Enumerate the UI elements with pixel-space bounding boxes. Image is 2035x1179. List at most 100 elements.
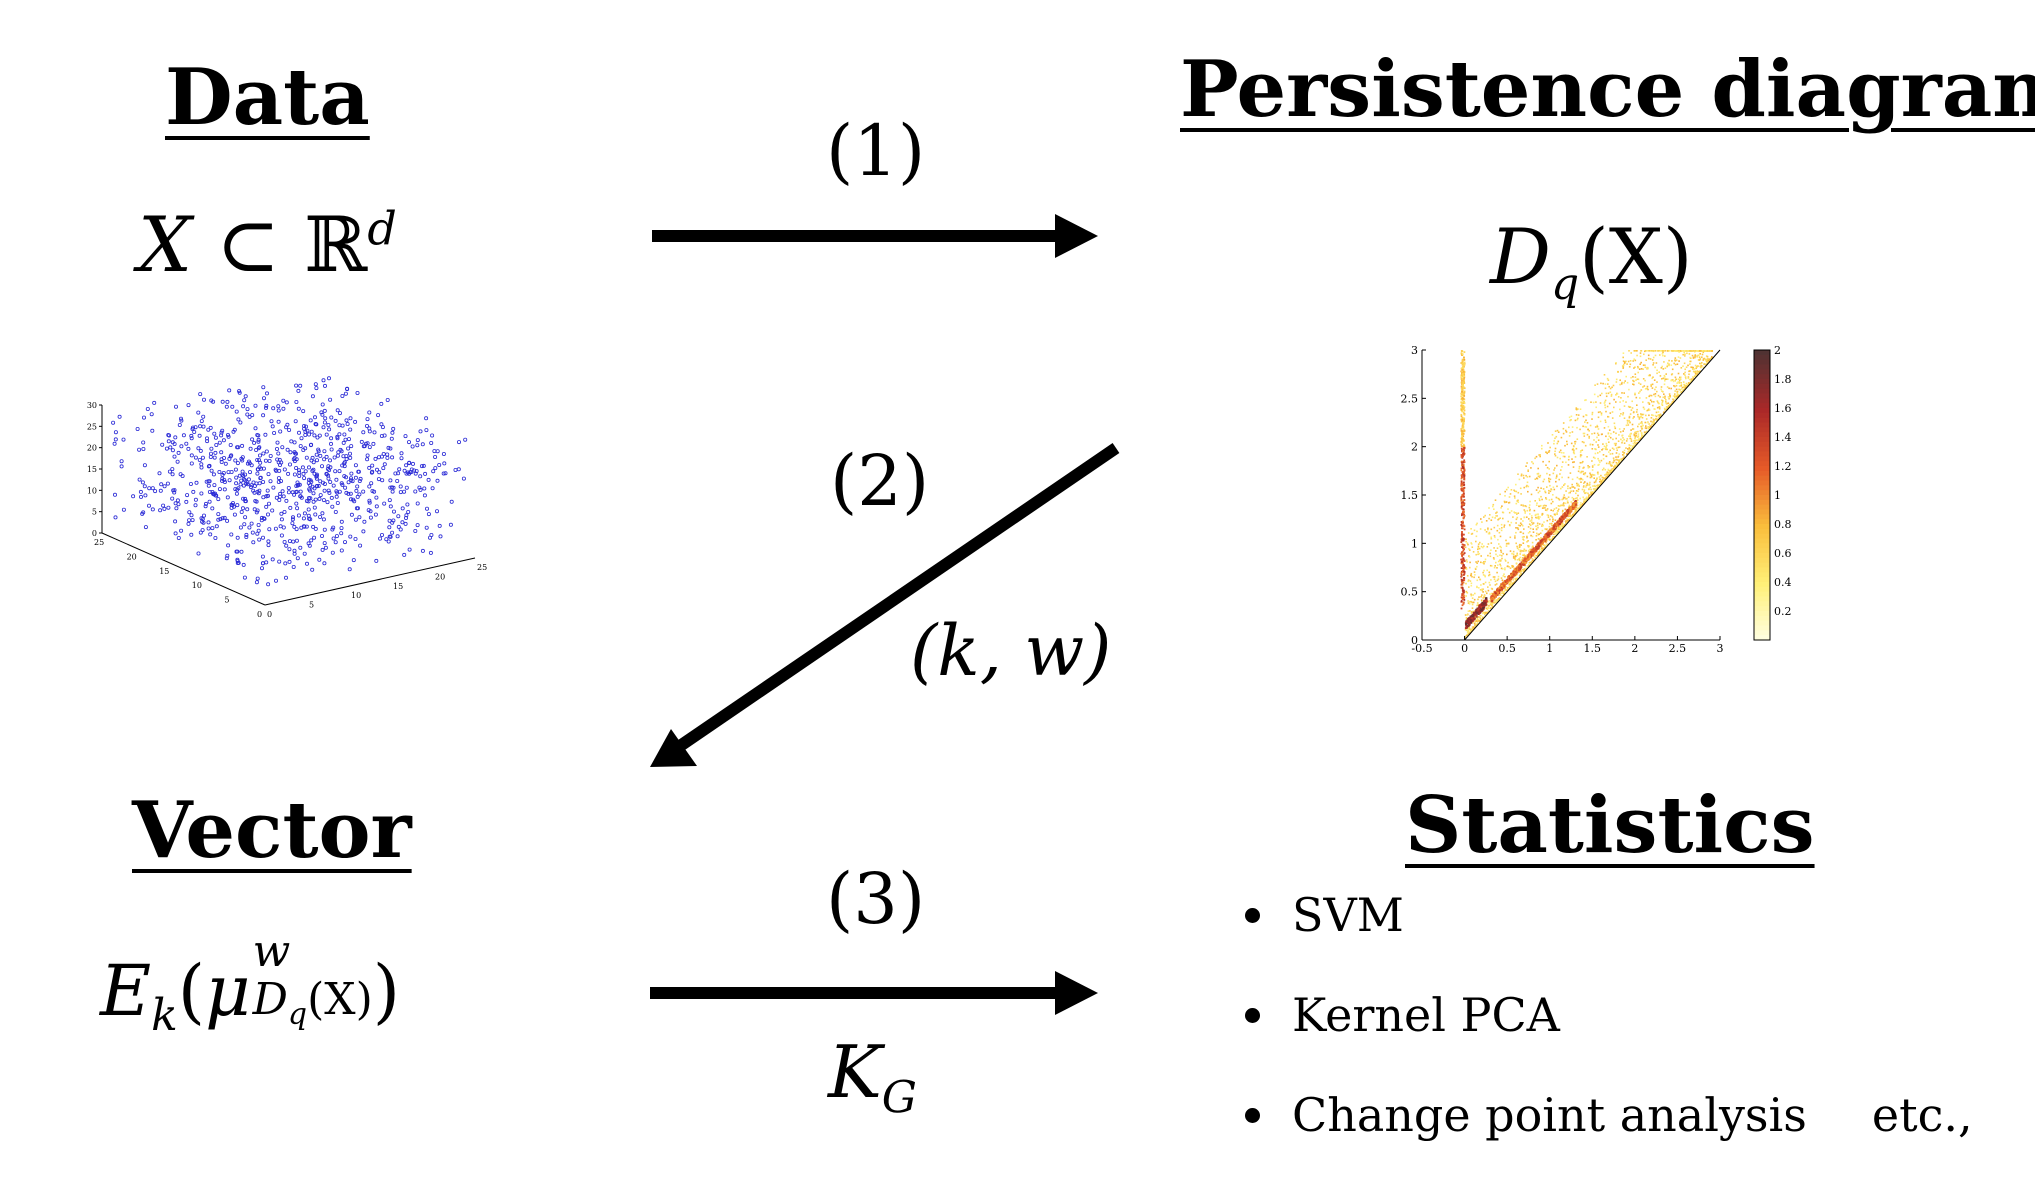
pd-point — [1637, 378, 1640, 381]
pd-point — [1528, 554, 1531, 557]
pd-point — [1600, 479, 1602, 482]
scatter-point — [231, 504, 236, 509]
pd-point — [1607, 416, 1610, 418]
scatter-point — [405, 502, 410, 507]
scatter-point — [323, 545, 328, 550]
scatter-point — [369, 470, 374, 475]
pd-point — [1650, 394, 1653, 397]
scatter-point — [258, 475, 263, 480]
scatter-point — [176, 535, 181, 540]
scatter-point — [137, 477, 142, 482]
pd-point — [1509, 536, 1512, 539]
pd-point — [1526, 557, 1529, 560]
pd-point — [1463, 428, 1465, 431]
pd-x-tick-label: 0.5 — [1498, 642, 1516, 655]
pd-point — [1680, 367, 1683, 369]
pd-point — [1555, 477, 1557, 479]
pd-point — [1606, 444, 1608, 447]
pd-point — [1460, 447, 1463, 450]
pd-point — [1574, 443, 1576, 445]
pd-point — [1577, 483, 1580, 486]
pd-point — [1461, 583, 1464, 586]
pd-point — [1584, 500, 1587, 503]
pd-point — [1545, 528, 1548, 531]
pd-point — [1635, 411, 1638, 413]
scatter-point — [250, 530, 255, 535]
pd-point — [1637, 365, 1639, 368]
pd-point — [1534, 554, 1536, 557]
pd-point — [1513, 569, 1516, 571]
pd-point — [1582, 467, 1584, 469]
pd-point — [1517, 565, 1520, 568]
scatter-point — [282, 509, 287, 514]
pd-point — [1708, 359, 1710, 362]
scatter-point — [437, 523, 442, 528]
pd-point — [1556, 485, 1558, 488]
scatter-point — [339, 519, 344, 524]
scatter-point — [179, 528, 184, 533]
pd-point — [1534, 514, 1537, 516]
pd-point — [1641, 434, 1643, 436]
pd-point — [1461, 439, 1463, 442]
pd-point — [1700, 365, 1702, 367]
pd-point — [1593, 474, 1596, 476]
scatter-point — [294, 383, 299, 388]
scatter-point — [342, 464, 347, 469]
pd-point — [1685, 350, 1687, 352]
pd-point — [1471, 626, 1474, 628]
pd-point — [1463, 481, 1465, 484]
pd-point — [1547, 516, 1550, 519]
pd-point — [1516, 552, 1518, 555]
scatter-point — [216, 497, 221, 502]
pd-point — [1500, 592, 1503, 595]
pd-point — [1610, 432, 1612, 435]
scatter-point — [388, 485, 393, 490]
pd-point — [1554, 531, 1556, 533]
pd-point — [1534, 457, 1536, 460]
pd-point — [1477, 620, 1479, 622]
pd-point — [1462, 566, 1464, 569]
pd-point — [1526, 484, 1528, 487]
scatter-point — [172, 454, 177, 459]
scatter-point — [294, 457, 299, 462]
scatter-point — [311, 524, 316, 529]
pd-point — [1593, 489, 1596, 492]
scatter-point — [335, 501, 340, 506]
scatter-point — [170, 440, 175, 445]
scatter-point — [463, 437, 468, 442]
pd-point — [1539, 455, 1541, 458]
pd-point — [1510, 489, 1513, 491]
pd-point — [1572, 514, 1575, 516]
pd-point — [1476, 604, 1478, 607]
pd-point — [1610, 465, 1613, 467]
scatter-point — [254, 510, 259, 515]
pd-point — [1468, 619, 1471, 622]
pd-point — [1465, 566, 1467, 569]
scatter-point — [247, 414, 252, 419]
pd-point — [1571, 426, 1574, 428]
pd-points — [1460, 350, 1713, 639]
scatter-point — [410, 461, 415, 466]
scatter-point — [205, 439, 210, 444]
scatter-point — [374, 467, 379, 472]
pd-point — [1589, 443, 1592, 446]
pd-point — [1707, 358, 1709, 360]
pd-point — [1548, 450, 1551, 452]
pd-point — [1460, 488, 1463, 490]
pd-point — [1461, 555, 1463, 558]
pd-point — [1614, 464, 1616, 467]
pd-point — [1674, 363, 1677, 366]
pd-point — [1613, 425, 1616, 428]
scatter-point — [201, 414, 206, 419]
pd-point — [1464, 614, 1467, 616]
pd-point — [1637, 439, 1640, 441]
pd-point — [1504, 495, 1506, 497]
scatter-point — [413, 489, 418, 494]
pd-point — [1581, 503, 1584, 505]
scatter-point — [229, 532, 234, 537]
scatter-point — [121, 507, 126, 512]
pd-point — [1638, 437, 1640, 440]
scatter-point — [404, 513, 409, 518]
pd-point — [1537, 533, 1540, 536]
pd-point — [1583, 432, 1586, 435]
